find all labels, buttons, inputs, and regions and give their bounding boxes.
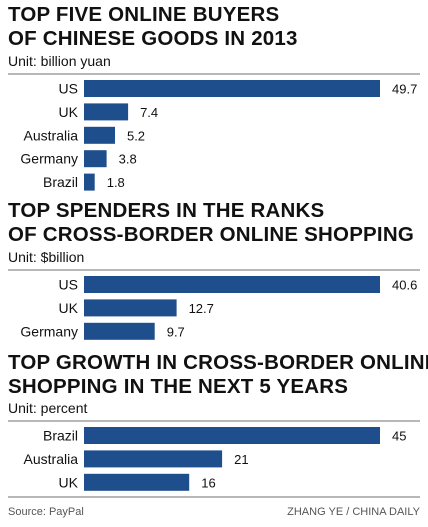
chart-3-category-label: UK — [59, 474, 79, 490]
credit-note: ZHANG YE / CHINA DAILY — [287, 506, 420, 518]
chart-3-plot: Brazil 45 Australia 21 UK 16 — [8, 420, 420, 496]
chart-2-title-line-1: TOP SPENDERS IN THE RANKS — [8, 199, 325, 222]
chart-3-bar — [84, 473, 190, 491]
chart-3-svg: Brazil 45 Australia 21 UK 16 — [24, 427, 406, 491]
chart-2-unit: Unit: $billion — [8, 249, 85, 265]
chart-1-value-label: 1.8 — [107, 175, 125, 190]
chart-1-plot: US 49.7 UK 7.4 Australia 5.2 Germany 3.8 Brazil 1… — [8, 73, 420, 195]
chart-1-bar — [84, 126, 115, 144]
chart-3-value-label: 45 — [392, 429, 406, 444]
chart-2-title: TOP SPENDERS IN THE RANKS OF CROSS-BORDE… — [8, 199, 414, 247]
chart-2-svg: US 40.6 UK 12.7 Germany 9.7 — [20, 276, 417, 340]
chart-1-bar — [84, 150, 107, 168]
chart-3-bar — [84, 427, 380, 444]
chart-1-title-line-2: OF CHINESE GOODS IN 2013 — [8, 27, 298, 50]
source-note: Source: PayPal — [8, 506, 84, 518]
chart-1-bar — [84, 173, 95, 191]
chart-3-category-label: Brazil — [43, 428, 78, 444]
chart-1-category-label: UK — [59, 104, 79, 120]
chart-3-unit: Unit: percent — [8, 400, 88, 416]
chart-3-category-label: Australia — [24, 451, 79, 467]
chart-1-svg: US 49.7 UK 7.4 Australia 5.2 Germany 3.8 Brazil 1… — [20, 80, 417, 191]
chart-2-title-line-2: OF CROSS-BORDER ONLINE SHOPPING — [8, 223, 414, 246]
chart-3-bar — [84, 450, 223, 468]
chart-2-value-label: 40.6 — [392, 278, 417, 293]
chart-1-unit: Unit: billion yuan — [8, 53, 111, 69]
chart-1-value-label: 3.8 — [119, 152, 137, 167]
chart-3-title-line-1: TOP GROWTH IN CROSS-BORDER ONLINE — [8, 351, 428, 374]
chart-1-bar — [84, 80, 380, 97]
chart-3-title: TOP GROWTH IN CROSS-BORDER ONLINE SHOPPI… — [8, 351, 428, 399]
chart-3-value-label: 21 — [234, 452, 248, 467]
chart-1-title: TOP FIVE ONLINE BUYERS OF CHINESE GOODS … — [8, 3, 298, 51]
chart-2-category-label: Germany — [20, 323, 78, 339]
chart-1-category-label: Brazil — [43, 174, 78, 190]
chart-1-category-label: Australia — [24, 127, 79, 143]
chart-2-value-label: 9.7 — [167, 324, 185, 339]
chart-1-value-label: 49.7 — [392, 82, 417, 97]
chart-2-plot: US 40.6 UK 12.7 Germany 9.7 — [8, 269, 420, 345]
chart-2-bar — [84, 276, 380, 293]
chart-1-title-line-1: TOP FIVE ONLINE BUYERS — [8, 3, 280, 26]
chart-2-bar — [84, 299, 177, 317]
chart-2-bar — [84, 322, 155, 340]
chart-2-value-label: 12.7 — [189, 301, 214, 316]
chart-1-category-label: Germany — [20, 151, 78, 167]
chart-1-bar — [84, 103, 129, 121]
chart-2-category-label: UK — [59, 300, 79, 316]
chart-3-value-label: 16 — [201, 475, 215, 490]
chart-3-title-line-2: SHOPPING IN THE NEXT 5 YEARS — [8, 375, 349, 398]
chart-1-value-label: 7.4 — [140, 105, 158, 120]
chart-1-value-label: 5.2 — [127, 128, 145, 143]
chart-2-category-label: US — [59, 277, 78, 293]
footer-rule — [8, 496, 420, 498]
chart-1-category-label: US — [59, 81, 78, 97]
